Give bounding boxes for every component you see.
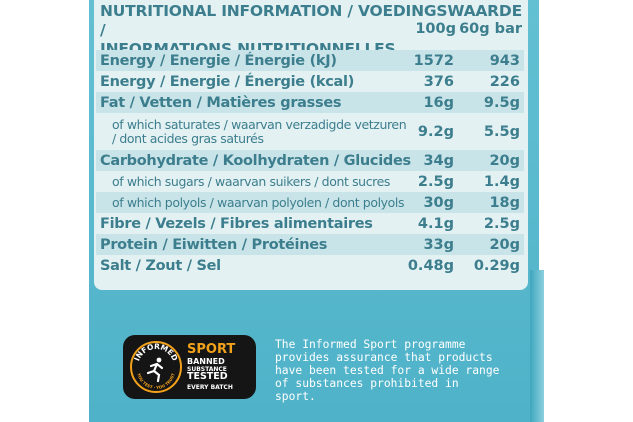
- value-60g: 5.5g: [483, 123, 520, 140]
- nutrient-name: Protein / Eiwitten / Protéines: [100, 236, 328, 253]
- promo-line: have been tested for a wide range: [275, 364, 500, 377]
- promo-line: provides assurance that products: [275, 351, 493, 364]
- value-100g: 2.5g: [417, 173, 454, 190]
- table-row: Energy / Energie / Énergie (kJ) 1572 943: [96, 50, 524, 71]
- nutrient-name: Energy / Energie / Énergie (kcal): [100, 73, 355, 90]
- table-row: Fibre / Vezels / Fibres alimentaires 4.1…: [96, 213, 524, 234]
- value-60g: 943: [489, 52, 520, 69]
- table-row: of which saturates / waarvan verzadigde …: [96, 113, 524, 150]
- value-60g: 20g: [489, 236, 520, 253]
- table-row: Carbohydrate / Koolhydraten / Glucides 3…: [96, 150, 524, 171]
- nutrient-name: Carbohydrate / Koolhydraten / Glucides: [100, 152, 411, 169]
- nutrient-name: of which saturates / waarvan verzadigde …: [112, 116, 407, 146]
- running-figure-icon: [146, 357, 164, 383]
- badge-every-batch: EVERY BATCH: [187, 384, 233, 391]
- promo-line: of substances prohibited in sport.: [275, 377, 459, 403]
- value-100g: 9.2g: [417, 123, 454, 140]
- table-row: of which sugars / waarvan suikers / dont…: [96, 171, 524, 192]
- value-60g: 0.29g: [473, 257, 520, 274]
- nutrient-name: Fat / Vetten / Matières grasses: [100, 94, 342, 111]
- informed-logo: INFORMED YOU TEST · YOU TRUST: [130, 341, 182, 393]
- value-100g: 16g: [423, 94, 454, 111]
- value-100g: 376: [423, 73, 454, 90]
- nutrient-name: of which polyols / waarvan polyolen / do…: [112, 194, 405, 210]
- nutrition-table: Energy / Energie / Énergie (kJ) 1572 943…: [96, 50, 524, 276]
- badge-banned: BANNED: [187, 357, 225, 366]
- informed-sport-description: The Informed Sport programme provides as…: [275, 338, 505, 403]
- value-60g: 1.4g: [483, 173, 520, 190]
- value-60g: 226: [489, 73, 520, 90]
- column-header-60g: 60g bar: [459, 21, 522, 37]
- value-60g: 18g: [489, 194, 520, 211]
- value-100g: 0.48g: [407, 257, 454, 274]
- badge-substance: SUBSTANCE: [187, 366, 227, 373]
- table-row: Fat / Vetten / Matières grasses 16g 9.5g: [96, 92, 524, 113]
- nutrient-name: Energy / Energie / Énergie (kJ): [100, 52, 337, 69]
- table-row: Protein / Eiwitten / Protéines 33g 20g: [96, 234, 524, 255]
- nutrition-title-line1: NUTRITIONAL INFORMATION / VOEDINGSWAARDE…: [100, 2, 522, 39]
- nutrient-name: of which sugars / waarvan suikers / dont…: [112, 173, 391, 189]
- informed-sport-badge: INFORMED YOU TEST · YOU TRUST SPORT BANN…: [123, 335, 256, 399]
- nutrient-name: Salt / Zout / Sel: [100, 257, 221, 274]
- column-header-100g: 100g: [415, 21, 456, 37]
- table-row: Salt / Zout / Sel 0.48g 0.29g: [96, 255, 524, 276]
- badge-sport: SPORT: [187, 342, 236, 357]
- nutrient-name: Fibre / Vezels / Fibres alimentaires: [100, 215, 373, 232]
- package-edge: [530, 270, 544, 422]
- value-100g: 1572: [413, 52, 454, 69]
- value-100g: 4.1g: [417, 215, 454, 232]
- value-60g: 9.5g: [483, 94, 520, 111]
- value-100g: 30g: [423, 194, 454, 211]
- table-row: of which polyols / waarvan polyolen / do…: [96, 192, 524, 213]
- promo-line: The Informed Sport programme: [275, 338, 466, 351]
- value-100g: 34g: [423, 152, 454, 169]
- value-100g: 33g: [423, 236, 454, 253]
- table-row: Energy / Energie / Énergie (kcal) 376 22…: [96, 71, 524, 92]
- value-60g: 20g: [489, 152, 520, 169]
- nutrition-label: NUTRITIONAL INFORMATION / VOEDINGSWAARDE…: [94, 0, 528, 290]
- badge-tested: TESTED: [187, 371, 228, 382]
- value-60g: 2.5g: [483, 215, 520, 232]
